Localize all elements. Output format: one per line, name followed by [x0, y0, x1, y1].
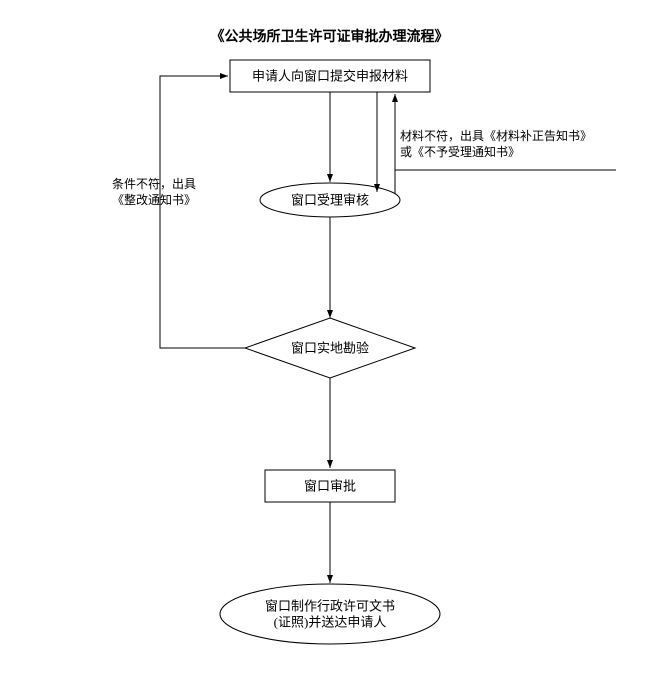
- node-text1-n5: 窗口制作行政许可文书: [265, 599, 395, 614]
- flowchart-canvas: 申请人向窗口提交申报材料窗口受理审核窗口实地勘验窗口审批窗口制作行政许可文书(证…: [0, 0, 659, 690]
- label-l1-line1: 材料不符，出具《材料补正告知书》: [400, 128, 592, 143]
- edge-loop-left: [160, 76, 245, 348]
- node-text-n1: 申请人向窗口提交申报材料: [252, 69, 408, 84]
- node-text2-n5: (证照)并送达申请人: [274, 615, 387, 630]
- node-text-n3: 窗口实地勘验: [291, 341, 369, 356]
- label-l2-line2: 《整改通知书》: [112, 192, 196, 207]
- label-l1-line2: 或《不予受理通知书》: [400, 145, 520, 159]
- flowchart-title: 《公共场所卫生许可证审批办理流程》: [0, 26, 659, 46]
- label-l2-line1: 条件不符，出具: [112, 176, 196, 191]
- node-text-n4: 窗口审批: [304, 479, 356, 494]
- node-text-n2: 窗口受理审核: [291, 193, 369, 208]
